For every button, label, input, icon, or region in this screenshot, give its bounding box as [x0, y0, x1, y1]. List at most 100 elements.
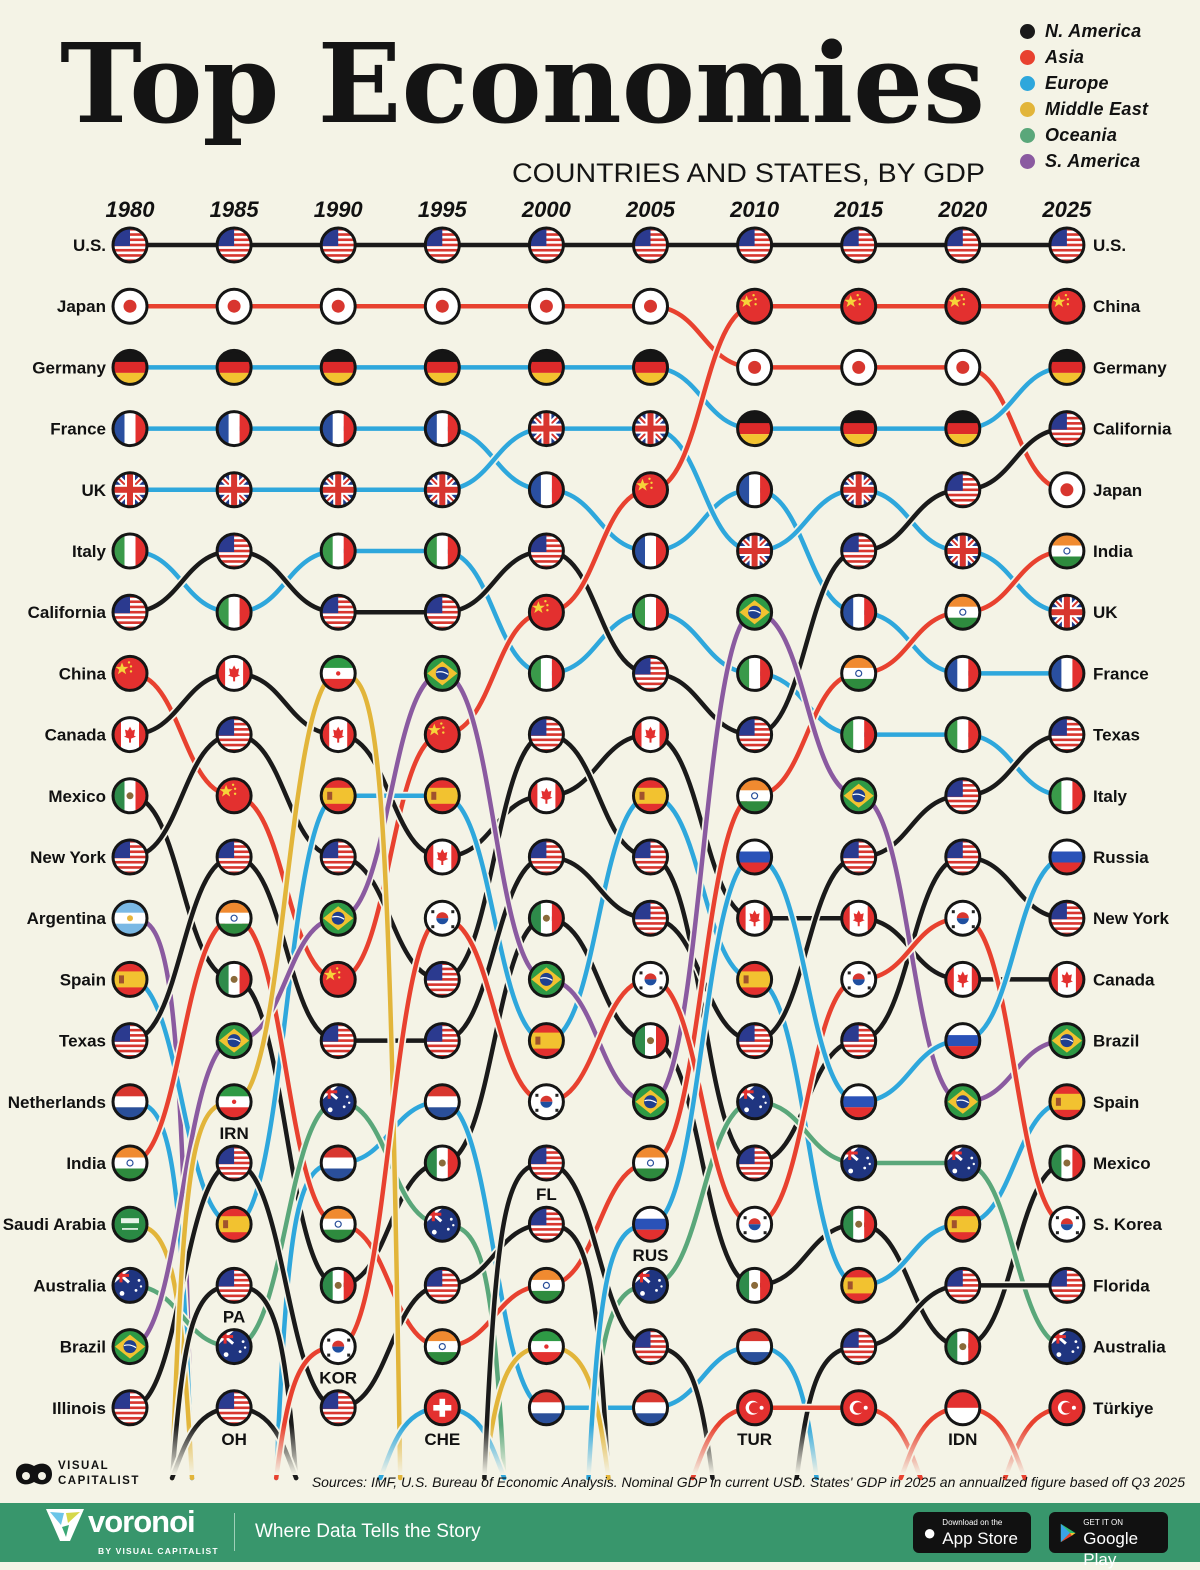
flag-node-de-1995 [423, 348, 461, 386]
flag-node-au-2025 [1048, 1328, 1086, 1366]
year-label-2010: 2010 [729, 197, 780, 222]
flag-node-cn-1990 [319, 960, 357, 998]
right-label-de: Germany [1093, 358, 1167, 377]
flag-node-tx-1980 [111, 1022, 149, 1060]
flag-node-mx-1980 [111, 777, 149, 815]
flag-node-fl-2025 [1048, 1266, 1086, 1304]
left-label-it: Italy [72, 542, 107, 561]
flag-node-es-1990 [319, 777, 357, 815]
legend-label: S. America [1045, 151, 1141, 171]
flag-node-nl-1990 [319, 1144, 357, 1182]
id-flag-icon [945, 1390, 980, 1425]
right-label-in: India [1093, 542, 1133, 561]
flag-node-kr-2025 [1048, 1205, 1086, 1243]
flag-node-cn-2025 [1048, 287, 1086, 325]
year-label-2020: 2020 [937, 197, 988, 222]
flag-node-ir-1990 [319, 654, 357, 692]
flag-node-can-1995 [423, 838, 461, 876]
flag-node-in-2000 [527, 1266, 565, 1304]
flag-node-ar-1980 [111, 899, 149, 937]
code-label-tr: TUR [737, 1430, 772, 1449]
flag-node-fr-1990 [319, 410, 357, 448]
flag-node-cal-1985 [215, 532, 253, 570]
flag-node-us-2015 [840, 226, 878, 264]
flag-node-br-2010 [736, 593, 774, 631]
flag-node-pa-1985 [215, 1266, 253, 1304]
flag-node-il-2000 [527, 1205, 565, 1243]
flag-node-br-1995 [423, 654, 461, 692]
vc-logo-line2: CAPITALIST [58, 1475, 140, 1487]
flag-node-uk-1985 [215, 471, 253, 509]
voronoi-logo-icon [46, 1509, 84, 1541]
series-line-tx [127, 854, 237, 1043]
flag-node-tr-2025 [1048, 1389, 1086, 1427]
flag-node-fr-2000 [527, 471, 565, 509]
flag-node-ny-2025 [1048, 899, 1086, 937]
flag-node-ny-1980 [111, 838, 149, 876]
flag-node-it-1995 [423, 532, 461, 570]
flag-node-tx-2000 [527, 838, 565, 876]
flag-node-tx-1995 [423, 1022, 461, 1060]
flag-node-br-2005 [632, 1083, 669, 1121]
flag-node-kr-2000 [527, 1083, 565, 1121]
series-line-il [231, 1160, 341, 1411]
series-line-in [127, 915, 237, 1166]
vc-mask-icon [16, 1463, 52, 1485]
flag-node-de-2000 [527, 348, 565, 386]
flag-node-br-1985 [215, 1022, 253, 1060]
flag-node-br-2015 [840, 777, 878, 815]
series-line-br [127, 1038, 237, 1349]
series-line-mx [648, 1038, 757, 1288]
google-play-button[interactable]: GET IT ON Google Play [1049, 1512, 1168, 1569]
flag-node-oh-1985 [215, 1389, 253, 1427]
flag-node-mx-2010 [736, 1266, 774, 1304]
left-label-ny: New York [30, 848, 106, 867]
flag-node-uk-1995 [423, 471, 461, 509]
series-line-mx [231, 977, 341, 1288]
flag-node-jp-2020 [944, 348, 982, 386]
code-label-ru: RUS [633, 1246, 669, 1265]
flag-node-de-1980 [111, 348, 149, 386]
left-label-mx: Mexico [48, 787, 106, 806]
apple-icon: ● [923, 1519, 937, 1545]
flag-node-kr-2005 [632, 960, 669, 998]
series-line-cn [648, 303, 757, 493]
flag-node-au-1995 [423, 1205, 461, 1243]
flag-node-jp-2015 [840, 348, 878, 386]
flag-node-fr-1995 [423, 410, 461, 448]
flag-node-tr-2015 [840, 1389, 878, 1427]
flag-node-cal-2000 [527, 532, 565, 570]
flag-node-br-1980 [111, 1328, 149, 1366]
code-label-kr: KOR [319, 1369, 357, 1388]
app-store-button[interactable]: ● Download on the App Store [913, 1512, 1031, 1553]
code-label-oh: OH [221, 1430, 247, 1449]
series-line-kr [960, 915, 1070, 1227]
series-line-br [335, 671, 445, 921]
flag-node-it-1980 [111, 532, 149, 570]
flag-node-it-2000 [527, 654, 565, 692]
left-label-il: Illinois [52, 1399, 106, 1418]
visual-capitalist-logo: VISUAL CAPITALIST [14, 1459, 140, 1489]
flag-node-can-2025 [1048, 960, 1086, 998]
google-play-icon [1060, 1523, 1076, 1542]
flag-node-nl-2000 [527, 1389, 565, 1427]
flag-node-cal-2010 [736, 716, 774, 754]
left-label-br: Brazil [60, 1338, 106, 1357]
flag-node-il-1990 [319, 1389, 357, 1427]
flag-node-de-1985 [215, 348, 253, 386]
year-label-1990: 1990 [314, 197, 364, 222]
flag-node-br-2020 [944, 1083, 982, 1121]
legend-item-s-america: S. America [1020, 148, 1148, 174]
flag-node-us-1985 [215, 226, 253, 264]
flag-node-ru-2020 [944, 1022, 982, 1060]
flag-node-au-1980 [111, 1266, 149, 1304]
flag-node-uk-1990 [319, 471, 357, 509]
series-line-fl [544, 1160, 653, 1349]
legend-item-middle-east: Middle East [1020, 96, 1148, 122]
flag-node-jp-1995 [423, 287, 461, 325]
series-line-ny [648, 854, 757, 1166]
googleplay-big-text: Google Play [1083, 1528, 1139, 1569]
code-label-ch: CHE [424, 1430, 460, 1449]
flag-node-uk-2015 [840, 471, 878, 509]
